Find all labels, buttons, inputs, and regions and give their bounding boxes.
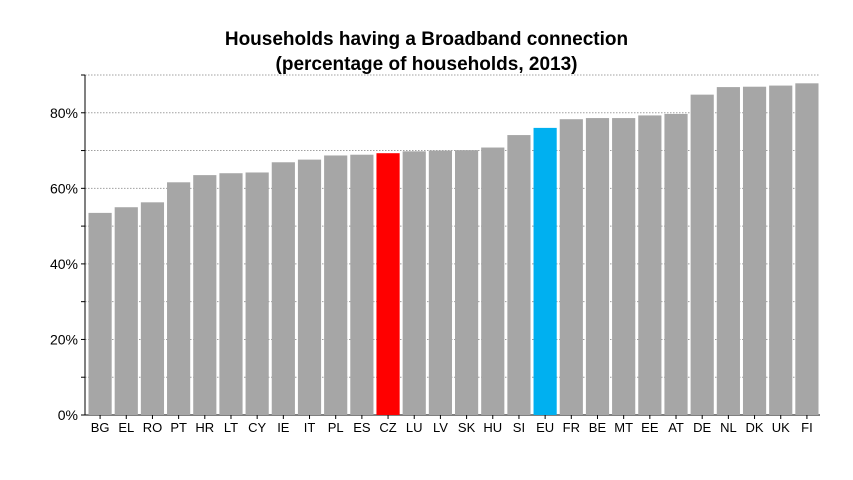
x-tick-label: MT bbox=[614, 420, 633, 435]
x-tick-label: AT bbox=[668, 420, 684, 435]
x-tick-label: EE bbox=[641, 420, 659, 435]
x-axis-labels: BG EL RO PT HR LT CY IE IT PL ES CZ LU LV SK HU SI EU FR BE… bbox=[91, 415, 813, 435]
x-tick-label: LV bbox=[433, 420, 448, 435]
x-tick-label: EU bbox=[536, 420, 554, 435]
y-tick-label: 60% bbox=[50, 180, 78, 196]
x-tick-label: IT bbox=[304, 420, 316, 435]
y-tick-label: 80% bbox=[50, 105, 78, 121]
x-tick-label: DE bbox=[693, 420, 711, 435]
x-tick-label: DK bbox=[746, 420, 764, 435]
bar-cy bbox=[245, 172, 269, 415]
chart-subtitle: (percentage of households, 2013) bbox=[275, 54, 578, 75]
bar-lt bbox=[219, 173, 243, 415]
bar-lu bbox=[402, 151, 426, 416]
bar-si bbox=[507, 135, 531, 416]
x-tick-label: FI bbox=[801, 420, 813, 435]
chart-title: Households having a Broadband connection bbox=[224, 29, 629, 50]
bar-dk bbox=[742, 86, 767, 415]
bar-el bbox=[114, 207, 138, 415]
x-tick-label: ES bbox=[353, 420, 371, 435]
x-tick-label: FR bbox=[563, 420, 580, 435]
bar-pl bbox=[324, 155, 348, 415]
x-tick-label: UK bbox=[772, 420, 790, 435]
bar-hr bbox=[193, 175, 217, 415]
bar-ie bbox=[271, 162, 295, 415]
y-tick-label: 20% bbox=[50, 331, 78, 347]
bar-nl bbox=[716, 87, 740, 415]
x-tick-label: PT bbox=[170, 420, 187, 435]
bar-at bbox=[664, 113, 688, 416]
bar-bg bbox=[88, 212, 112, 415]
x-tick-label: SK bbox=[458, 420, 476, 435]
x-tick-label: EL bbox=[118, 420, 134, 435]
x-tick-label: IE bbox=[277, 420, 290, 435]
bar-mt bbox=[612, 118, 636, 416]
x-tick-label: CY bbox=[248, 420, 266, 435]
x-tick-label: RO bbox=[143, 420, 163, 435]
bar-sk bbox=[455, 150, 479, 415]
x-tick-label: BG bbox=[91, 420, 110, 435]
x-tick-label: HU bbox=[483, 420, 502, 435]
bar-es bbox=[350, 154, 374, 415]
bar-ee bbox=[638, 115, 662, 415]
bar-ro bbox=[140, 202, 165, 415]
bar-pt bbox=[167, 182, 191, 415]
y-tick-label: 40% bbox=[50, 256, 78, 272]
x-tick-label: CZ bbox=[379, 420, 396, 435]
bar-lv bbox=[428, 150, 452, 416]
bar-fr bbox=[559, 119, 583, 415]
bar-hu bbox=[481, 147, 505, 416]
x-tick-label: LU bbox=[406, 420, 423, 435]
y-tick-label: 0% bbox=[58, 407, 78, 423]
x-tick-label: NL bbox=[720, 420, 737, 435]
bar-de bbox=[690, 94, 714, 416]
x-tick-label: PL bbox=[328, 420, 344, 435]
bar-uk bbox=[769, 85, 793, 416]
x-tick-label: HR bbox=[195, 420, 214, 435]
x-tick-label: BE bbox=[589, 420, 607, 435]
x-tick-label: LT bbox=[224, 420, 238, 435]
bar-cz bbox=[376, 153, 400, 415]
bar-fi bbox=[795, 83, 819, 416]
bars bbox=[88, 83, 819, 416]
bar-be bbox=[585, 118, 610, 416]
bar-eu bbox=[533, 127, 557, 415]
x-tick-label: SI bbox=[513, 420, 525, 435]
bar-it bbox=[297, 159, 322, 415]
